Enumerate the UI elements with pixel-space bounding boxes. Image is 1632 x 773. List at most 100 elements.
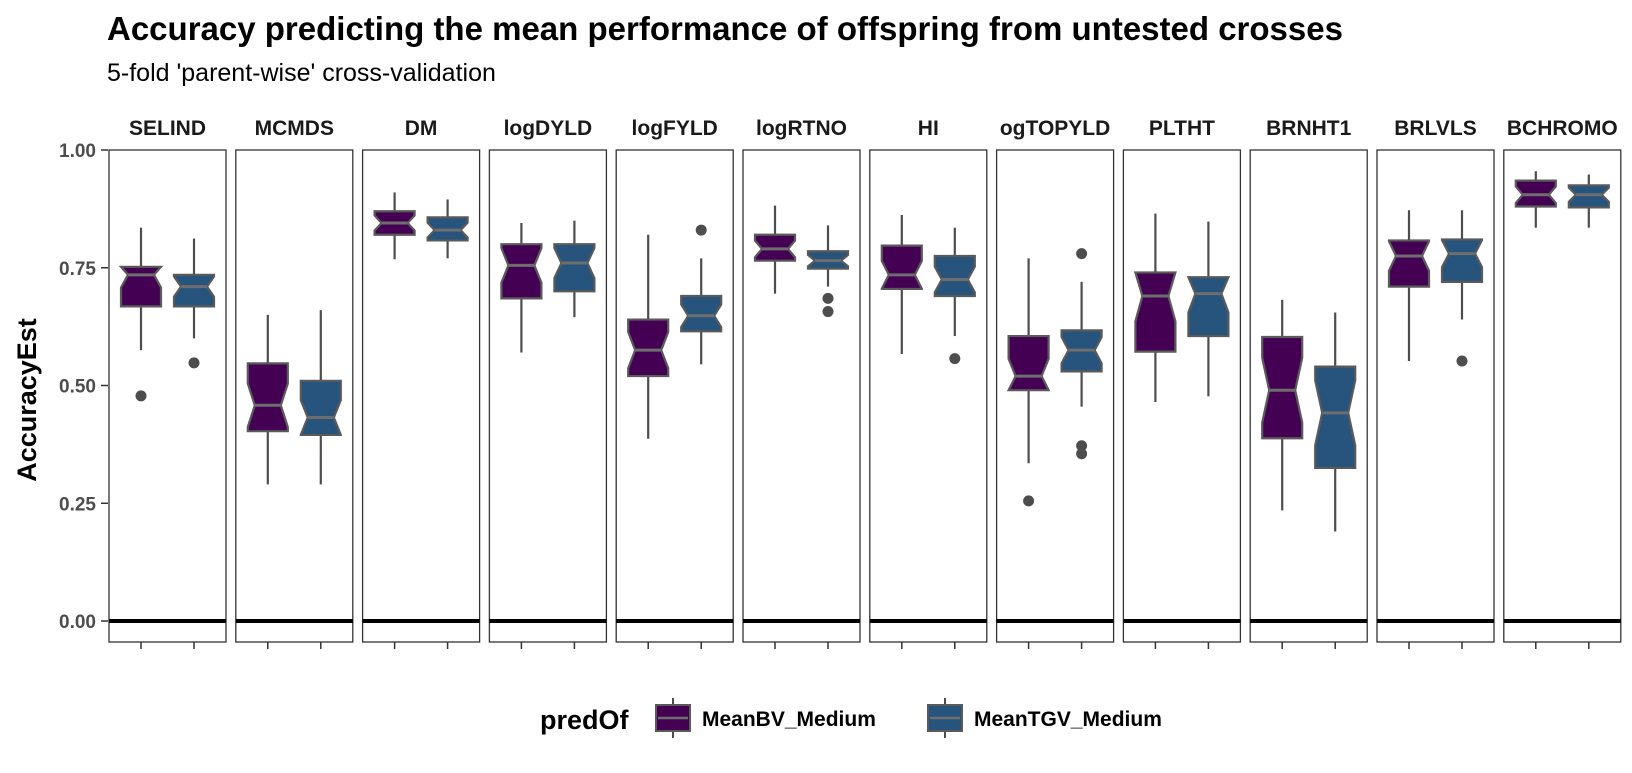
- outlier-point: [822, 292, 834, 304]
- facet-panel: HI: [869, 117, 988, 649]
- y-tick-label: 0.50: [59, 377, 96, 398]
- panel-border: [742, 149, 861, 643]
- box: [680, 294, 723, 333]
- panel-border: [1122, 149, 1242, 643]
- panel-border: [869, 149, 988, 643]
- panel-border: [488, 149, 608, 643]
- boxplot-MeanBV_Medium: [118, 227, 164, 402]
- outlier-point: [188, 357, 200, 369]
- outlier-point: [1023, 495, 1035, 507]
- box: [1186, 276, 1231, 338]
- boxplot-MeanTGV_Medium: [553, 220, 596, 318]
- y-tick-label: 0.00: [59, 612, 96, 633]
- boxplot-MeanBV_Medium: [753, 205, 797, 294]
- box: [246, 362, 289, 433]
- facet-strip-label: HI: [918, 117, 939, 140]
- panel-border: [1503, 149, 1622, 643]
- chart-subtitle: 5-fold 'parent-wise' cross-validation: [107, 59, 496, 87]
- panel-border: [108, 149, 227, 643]
- panel-border: [995, 149, 1115, 643]
- legend-label: MeanBV_Medium: [702, 708, 876, 731]
- facet-strip-label: PLTHT: [1149, 117, 1215, 140]
- panel-border: [615, 149, 734, 643]
- outlier-point: [822, 306, 834, 318]
- box: [1261, 335, 1304, 440]
- facet-strip-label: MCMDS: [255, 117, 334, 140]
- boxplot-MeanTGV_Medium: [1060, 248, 1103, 460]
- box: [553, 243, 596, 293]
- facet-panel: SELIND: [108, 117, 227, 649]
- box: [880, 244, 923, 291]
- facet-strip-label: logFYLD: [632, 117, 718, 140]
- box: [1567, 184, 1610, 209]
- legend: predOf MeanBV_Medium MeanTGV_Medium: [540, 698, 1162, 738]
- facet-panel: ogTOPYLD: [995, 117, 1115, 649]
- box: [172, 273, 216, 308]
- boxplot-MeanTGV_Medium: [1567, 174, 1610, 228]
- box: [500, 243, 543, 300]
- boxplot-MeanBV_Medium: [1006, 258, 1051, 507]
- box: [1440, 238, 1484, 283]
- outlier-point: [1076, 440, 1088, 452]
- facet-strip-label: BRNHT1: [1266, 117, 1351, 140]
- boxplot-MeanTGV_Medium: [680, 224, 723, 365]
- box: [118, 265, 164, 308]
- boxplot-MeanBV_Medium: [246, 314, 289, 485]
- facet-panel: PLTHT: [1122, 117, 1242, 649]
- boxplot-MeanTGV_Medium: [933, 227, 976, 365]
- boxplot-MeanBV_Medium: [500, 223, 543, 353]
- legend-key-MeanTGV_Medium: MeanTGV_Medium: [927, 698, 1162, 738]
- facet-panel: logFYLD: [615, 117, 734, 649]
- boxplot-MeanTGV_Medium: [806, 225, 850, 318]
- outlier-point: [695, 224, 707, 236]
- boxplot-MeanBV_Medium: [1261, 299, 1304, 511]
- panel-border: [1376, 149, 1495, 643]
- outlier-point: [1076, 248, 1088, 260]
- legend-keys: MeanBV_Medium MeanTGV_Medium: [655, 698, 1162, 738]
- legend-key-MeanBV_Medium: MeanBV_Medium: [655, 698, 876, 738]
- outlier-point: [1456, 355, 1468, 367]
- facet-strip-label: logRTNO: [756, 117, 847, 140]
- y-axis-label: AccuracyEst: [12, 318, 42, 482]
- boxplot-MeanBV_Medium: [1133, 213, 1177, 402]
- legend-label: MeanTGV_Medium: [974, 708, 1162, 731]
- y-axis: 0.00 0.25 0.50 0.75 1.00: [59, 141, 108, 633]
- boxplot-MeanBV_Medium: [880, 214, 923, 354]
- facet-panels: SELIND MCMDS DM logDYLD logFYLD logRTNO HI ogTO…: [108, 117, 1622, 649]
- box: [1387, 239, 1431, 288]
- box: [1006, 334, 1051, 392]
- legend-title: predOf: [540, 705, 630, 735]
- y-tick-label: 0.75: [59, 259, 96, 280]
- box: [1133, 271, 1177, 353]
- chart-title: Accuracy predicting the mean performance…: [107, 10, 1343, 47]
- boxplot-MeanTGV_Medium: [1440, 210, 1484, 367]
- boxplot-MeanTGV_Medium: [426, 199, 469, 259]
- box: [1314, 365, 1357, 470]
- facet-panel: DM: [361, 117, 481, 649]
- boxplot-MeanTGV_Medium: [1314, 312, 1357, 532]
- box: [627, 318, 670, 378]
- boxplot-MeanTGV_Medium: [1186, 221, 1231, 397]
- box: [933, 254, 976, 298]
- facet-panel: BRLVLS: [1376, 117, 1495, 649]
- facet-panel: logRTNO: [742, 117, 861, 649]
- facet-panel: BRNHT1: [1249, 117, 1368, 649]
- facet-panel: MCMDS: [235, 117, 354, 649]
- boxplot-MeanBV_Medium: [1514, 171, 1557, 228]
- facet-strip-label: DM: [405, 117, 438, 140]
- facet-strip-label: BRLVLS: [1394, 117, 1476, 140]
- facet-panel: logDYLD: [488, 117, 608, 649]
- facet-strip-label: logDYLD: [504, 117, 593, 140]
- y-tick-label: 0.25: [59, 494, 96, 515]
- boxplot-MeanBV_Medium: [627, 234, 670, 439]
- boxplot-MeanBV_Medium: [373, 192, 416, 260]
- outlier-point: [949, 353, 961, 365]
- facet-strip-label: SELIND: [129, 117, 206, 140]
- outlier-point: [1076, 448, 1088, 460]
- boxplot-MeanTGV_Medium: [172, 238, 216, 369]
- box: [299, 379, 342, 437]
- boxplot-MeanTGV_Medium: [299, 310, 342, 485]
- boxplot-MeanBV_Medium: [1387, 210, 1431, 362]
